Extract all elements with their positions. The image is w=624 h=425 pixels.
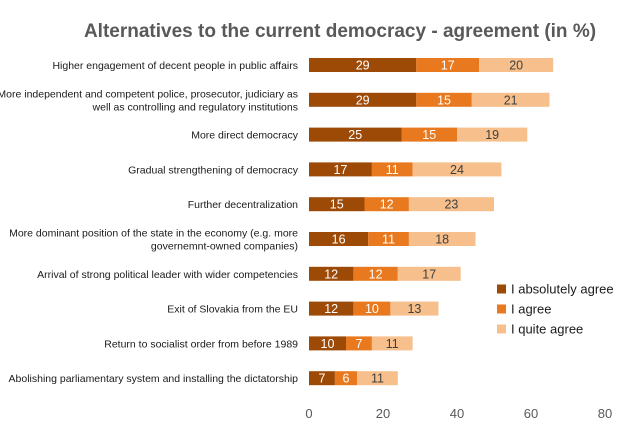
legend-swatch bbox=[497, 304, 506, 314]
data-label: 15 bbox=[437, 93, 451, 107]
x-axis-ticks: 0 20 40 60 80 bbox=[305, 406, 612, 421]
data-label: 17 bbox=[441, 59, 455, 73]
data-label: 21 bbox=[504, 93, 518, 107]
legend-label: I agree bbox=[511, 302, 551, 317]
data-label: 12 bbox=[369, 267, 383, 281]
data-label: 17 bbox=[422, 267, 436, 281]
category-label: More dominant position of the state in t… bbox=[9, 228, 298, 240]
data-label: 12 bbox=[380, 198, 394, 212]
category-label: Gradual strengthening of democracy bbox=[128, 164, 299, 176]
data-label: 24 bbox=[450, 163, 464, 177]
category-label: More independent and competent police, p… bbox=[0, 88, 298, 100]
x-tick-label: 80 bbox=[598, 406, 612, 421]
category-label: Exit of Slovakia from the EU bbox=[167, 304, 298, 316]
x-tick-label: 40 bbox=[450, 406, 464, 421]
bar-segment bbox=[412, 162, 502, 177]
data-label: 25 bbox=[348, 128, 362, 142]
data-label: 11 bbox=[386, 337, 399, 351]
category-label: Higher engagement of decent people in pu… bbox=[52, 60, 298, 72]
data-label: 29 bbox=[356, 59, 370, 73]
data-label: 10 bbox=[321, 337, 335, 351]
data-label: 17 bbox=[333, 163, 347, 177]
legend-swatch bbox=[497, 284, 506, 294]
bar-segment bbox=[309, 58, 417, 72]
bar-segment bbox=[371, 162, 413, 177]
data-label: 20 bbox=[509, 59, 523, 73]
data-label: 7 bbox=[318, 372, 325, 386]
bar-segment bbox=[309, 197, 365, 212]
bar-segment bbox=[471, 92, 550, 107]
data-label: 13 bbox=[407, 302, 421, 316]
bar-segment bbox=[457, 127, 528, 142]
bar-segment bbox=[309, 371, 335, 386]
bar-segment bbox=[309, 162, 372, 177]
data-label: 29 bbox=[356, 93, 370, 107]
bar-segment bbox=[401, 127, 457, 142]
bar-segment bbox=[309, 127, 402, 142]
bar-segment bbox=[368, 232, 409, 246]
chart-title: Alternatives to the current democracy - … bbox=[84, 21, 596, 42]
data-label: 7 bbox=[355, 337, 362, 351]
bar-segment bbox=[364, 197, 409, 212]
legend-label: I quite agree bbox=[511, 322, 583, 337]
bar-segment bbox=[334, 371, 358, 386]
data-label: 18 bbox=[435, 233, 449, 247]
bar-segment bbox=[397, 266, 461, 281]
data-label: 11 bbox=[382, 233, 395, 247]
bar-segment bbox=[309, 336, 346, 351]
data-label: 6 bbox=[343, 372, 350, 386]
category-label: Further decentralization bbox=[188, 199, 298, 211]
category-label: More direct democracy bbox=[191, 130, 299, 142]
category-label: Return to socialist order from before 19… bbox=[104, 338, 298, 350]
data-label: 16 bbox=[332, 233, 346, 247]
bar-segment bbox=[346, 336, 372, 351]
data-label: 10 bbox=[365, 302, 379, 316]
category-label: Arrival of strong political leader with … bbox=[37, 269, 298, 281]
x-tick-label: 0 bbox=[305, 406, 312, 421]
data-label: 12 bbox=[324, 302, 338, 316]
bar-segment bbox=[371, 336, 413, 351]
data-label: 15 bbox=[330, 198, 344, 212]
data-label: 11 bbox=[371, 372, 384, 386]
bar-segment bbox=[479, 58, 554, 72]
x-tick-label: 60 bbox=[524, 406, 538, 421]
bar-segment bbox=[353, 266, 398, 281]
bar-segment bbox=[353, 301, 391, 316]
data-label: 15 bbox=[422, 128, 436, 142]
bar-segment bbox=[408, 197, 494, 212]
data-label: 12 bbox=[324, 267, 338, 281]
bar-segment bbox=[309, 232, 369, 246]
category-labels: Higher engagement of decent people in pu… bbox=[0, 60, 299, 385]
bar-segment bbox=[416, 92, 472, 107]
legend-swatch bbox=[497, 324, 506, 334]
data-label: 19 bbox=[485, 128, 499, 142]
bar-segment bbox=[408, 232, 476, 246]
category-label: Abolishing parliamentary system and inst… bbox=[9, 373, 299, 385]
bar-segment bbox=[416, 58, 480, 72]
bar-segment bbox=[309, 92, 417, 107]
bars: 29 17 20 29 15 21 25 15 19 17 11 24 15 12 23 16 11 18 12 12… bbox=[309, 58, 554, 386]
bar-segment bbox=[357, 371, 398, 386]
data-label: 11 bbox=[386, 163, 399, 177]
legend: I absolutely agree I agree I quite agree bbox=[497, 282, 614, 337]
bar-segment bbox=[309, 266, 354, 281]
category-label: governemnt-owned companies) bbox=[151, 241, 298, 253]
legend-label: I absolutely agree bbox=[511, 282, 614, 297]
x-tick-label: 20 bbox=[376, 406, 390, 421]
data-label: 23 bbox=[444, 198, 458, 212]
bar-segment bbox=[309, 301, 354, 316]
bar-segment bbox=[390, 301, 439, 316]
category-label: well as controlling and regulatory insti… bbox=[92, 101, 298, 113]
